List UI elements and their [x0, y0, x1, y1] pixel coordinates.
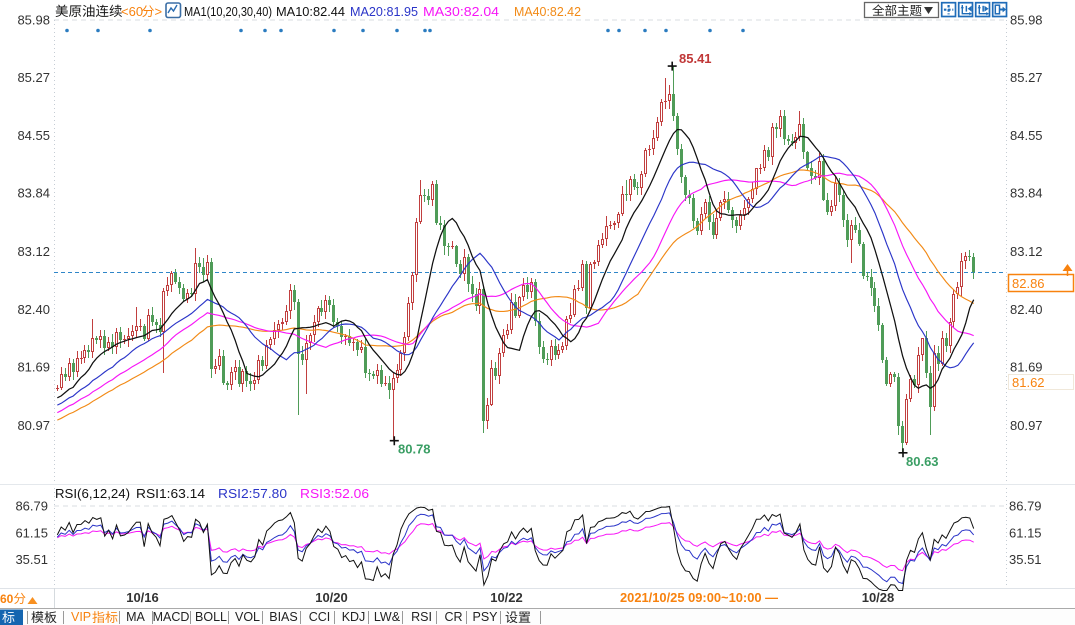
svg-text:MA30:82.04: MA30:82.04 — [423, 4, 499, 19]
svg-text:RSI3:52.06: RSI3:52.06 — [300, 486, 369, 501]
svg-text:80.97: 80.97 — [17, 418, 50, 433]
svg-text:CCI: CCI — [309, 610, 331, 624]
svg-text:35.51: 35.51 — [1009, 552, 1042, 567]
svg-text:10/20: 10/20 — [315, 590, 348, 605]
svg-text:83.84: 83.84 — [1010, 186, 1043, 201]
svg-text:LW&: LW& — [374, 610, 401, 624]
svg-text:RSI2:57.80: RSI2:57.80 — [218, 486, 287, 501]
svg-text:85.41: 85.41 — [679, 51, 712, 66]
svg-text:61.15: 61.15 — [15, 525, 48, 540]
svg-text:83.84: 83.84 — [17, 186, 50, 201]
svg-text:81.62: 81.62 — [1012, 375, 1045, 390]
svg-text:BOLL: BOLL — [195, 610, 227, 624]
svg-text:KDJ: KDJ — [342, 610, 366, 624]
svg-text:>: > — [155, 4, 163, 19]
svg-text:86.79: 86.79 — [1009, 499, 1042, 514]
svg-text:83.12: 83.12 — [17, 244, 50, 259]
svg-text:60: 60 — [0, 592, 14, 606]
svg-text:VOL: VOL — [235, 610, 260, 624]
svg-text:RSI: RSI — [411, 610, 432, 624]
svg-text:85.98: 85.98 — [17, 13, 50, 28]
svg-text:MA: MA — [126, 610, 145, 624]
svg-text:RSI(6,12,24): RSI(6,12,24) — [55, 486, 130, 501]
svg-text:81.69: 81.69 — [1010, 360, 1043, 375]
svg-text:35.51: 35.51 — [15, 552, 48, 567]
svg-text:MACD: MACD — [153, 610, 190, 624]
svg-text:MA40:82.42: MA40:82.42 — [514, 4, 581, 19]
svg-text:2021/10/25 09:00~10:00 —: 2021/10/25 09:00~10:00 — — [620, 591, 779, 605]
svg-text:85.98: 85.98 — [1010, 13, 1043, 28]
svg-text:83.12: 83.12 — [1010, 244, 1043, 259]
svg-text:MA1(10,20,30,40): MA1(10,20,30,40) — [184, 4, 272, 19]
svg-text:MA20:81.95: MA20:81.95 — [350, 4, 418, 19]
svg-text:84.55: 84.55 — [17, 128, 50, 143]
svg-text:82.86: 82.86 — [1012, 276, 1045, 291]
svg-text:BIAS: BIAS — [269, 610, 298, 624]
svg-text:86.79: 86.79 — [15, 499, 48, 514]
svg-text:MA10:82.44: MA10:82.44 — [276, 4, 345, 19]
svg-text:80.63: 80.63 — [906, 454, 939, 469]
svg-text:80.78: 80.78 — [398, 442, 431, 457]
svg-text:10/16: 10/16 — [126, 590, 159, 605]
svg-text:VIP: VIP — [71, 610, 91, 624]
svg-text:84.55: 84.55 — [1010, 128, 1043, 143]
svg-text:10/22: 10/22 — [490, 590, 523, 605]
svg-text:PSY: PSY — [472, 610, 498, 624]
svg-text:82.40: 82.40 — [1010, 302, 1043, 317]
svg-text:82.40: 82.40 — [17, 302, 50, 317]
svg-text:85.27: 85.27 — [17, 70, 50, 85]
svg-text:<60: <60 — [121, 4, 143, 19]
svg-text:85.27: 85.27 — [1010, 70, 1043, 85]
svg-text:61.15: 61.15 — [1009, 525, 1042, 540]
svg-text:10/28: 10/28 — [862, 590, 895, 605]
svg-text:81.69: 81.69 — [17, 360, 50, 375]
svg-text:RSI1:63.14: RSI1:63.14 — [136, 486, 205, 501]
svg-text:CR: CR — [444, 610, 462, 624]
svg-text:80.97: 80.97 — [1010, 418, 1043, 433]
